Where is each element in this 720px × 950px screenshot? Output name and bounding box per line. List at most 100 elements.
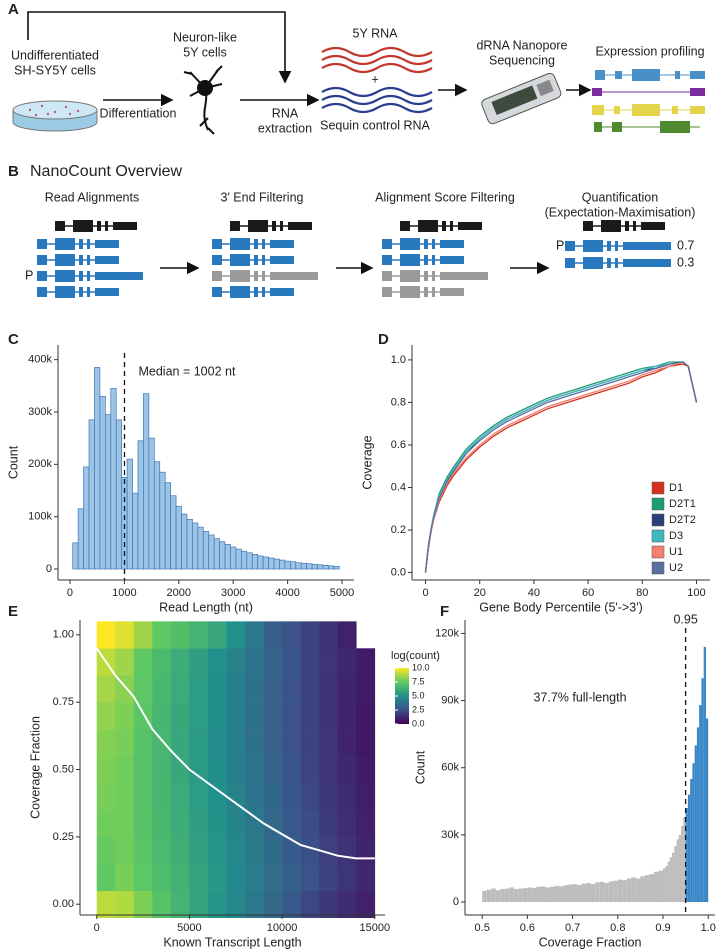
reference [229, 219, 313, 233]
bar [613, 880, 618, 903]
hex-cell [115, 702, 135, 730]
bar [72, 542, 79, 570]
hex-cell [152, 702, 172, 730]
y-tick-label: 120k [435, 627, 459, 639]
bar [246, 552, 253, 570]
bar [322, 564, 329, 570]
hex-cell [207, 675, 227, 703]
hex-cell [133, 675, 153, 703]
read [381, 237, 465, 251]
bar [676, 839, 679, 903]
bar [667, 861, 670, 903]
hex-cell [263, 648, 283, 676]
hex-cell [133, 809, 153, 838]
hex-cell [263, 675, 283, 703]
read [211, 253, 295, 267]
y-tick-label: 90k [441, 694, 459, 706]
colorbar-tick-label: 7.5 [412, 676, 425, 686]
hex-cell [189, 809, 209, 838]
read [381, 253, 465, 267]
hex-cell [356, 782, 376, 811]
bar [699, 705, 702, 903]
hex-cell [337, 702, 357, 730]
hex-cell [133, 890, 153, 918]
hex-cell [207, 756, 227, 784]
colorbar-tick-label: 5.0 [412, 690, 425, 700]
hex-cell [319, 702, 339, 730]
x-tick-label: 0.9 [655, 922, 670, 934]
x-tick-label: 0.5 [475, 922, 490, 934]
y-tick-label: 0.25 [53, 831, 74, 843]
hex-cell [282, 809, 301, 838]
hex-cell [189, 675, 209, 703]
bar [504, 888, 510, 903]
hex-cell [319, 836, 339, 865]
bar [213, 538, 220, 570]
step-title: 3' End Filtering [221, 190, 304, 204]
bar [192, 522, 199, 570]
legend-label: D2T1 [669, 498, 696, 510]
hex-cell [356, 809, 376, 838]
hex-cell [96, 621, 116, 649]
y-tick-label: 30k [441, 829, 459, 841]
x-tick-label: 5000 [330, 587, 354, 599]
y-axis-title: Count [6, 445, 20, 479]
bar [289, 561, 297, 570]
rna-label: 5Y RNA [353, 26, 399, 40]
hex-cell [96, 702, 116, 730]
panel-b: NanoCount Overview Read Alignments 3' En… [25, 163, 695, 299]
transcript [565, 240, 671, 252]
panel-a: Undifferentiated SH-SY5Y cells Different… [11, 11, 705, 135]
bar [500, 889, 505, 903]
series-line [424, 363, 698, 573]
x-tick-label: 0 [422, 587, 428, 599]
bar [77, 508, 84, 570]
sequencing-label: dRNA Nanopore [476, 38, 567, 52]
hex-cell [96, 890, 116, 918]
hex-cell [226, 702, 246, 730]
neuron-label: 5Y cells [183, 45, 227, 59]
hex-cell [263, 836, 283, 865]
bar [279, 559, 286, 570]
bar [230, 546, 237, 570]
hex-cell [207, 809, 227, 838]
hex-cell [245, 702, 264, 730]
bar [626, 878, 632, 903]
bar [545, 887, 550, 903]
hex-cell [337, 729, 357, 757]
bar [631, 877, 636, 903]
panel-label: A [8, 1, 19, 18]
x-tick-label: 5000 [177, 922, 201, 934]
hex-cell [337, 809, 357, 838]
bar [486, 889, 492, 903]
bar [513, 889, 519, 903]
bar [94, 367, 101, 570]
hex-cell [152, 890, 172, 918]
bar [143, 393, 150, 570]
bar [669, 857, 673, 903]
x-tick-label: 60 [582, 587, 594, 599]
y-tick-label: 0.8 [391, 396, 406, 408]
hex-cell [133, 729, 153, 757]
hex-cell [170, 621, 190, 649]
hex-cell [189, 729, 209, 757]
hex-cell [356, 729, 376, 757]
y-tick-label: 0.75 [53, 696, 74, 708]
hex-cell [226, 621, 246, 649]
hex-cell [115, 648, 135, 676]
y-tick-label: 1.0 [391, 354, 406, 366]
step-title: Read Alignments [45, 190, 140, 204]
bar [527, 887, 532, 903]
bar [705, 718, 709, 903]
bar [159, 471, 166, 570]
step-title: Quantification [582, 190, 658, 204]
hex-cell [207, 621, 227, 649]
hex-cell [207, 863, 227, 892]
p-mark: P [25, 268, 33, 282]
bar [300, 562, 308, 570]
y-tick-label: 400k [28, 354, 52, 366]
bar [531, 887, 537, 903]
series-line [424, 361, 698, 573]
hex-cell [170, 675, 190, 703]
bar [333, 566, 340, 570]
